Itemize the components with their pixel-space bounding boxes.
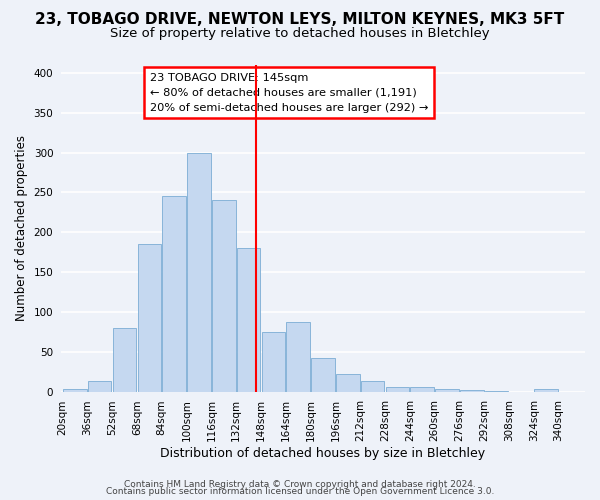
X-axis label: Distribution of detached houses by size in Bletchley: Distribution of detached houses by size … <box>160 447 485 460</box>
Text: Contains HM Land Registry data © Crown copyright and database right 2024.: Contains HM Land Registry data © Crown c… <box>124 480 476 489</box>
Bar <box>435 390 459 392</box>
Y-axis label: Number of detached properties: Number of detached properties <box>15 136 28 322</box>
Bar <box>336 374 359 392</box>
Text: Size of property relative to detached houses in Bletchley: Size of property relative to detached ho… <box>110 28 490 40</box>
Text: 23 TOBAGO DRIVE: 145sqm
← 80% of detached houses are smaller (1,191)
20% of semi: 23 TOBAGO DRIVE: 145sqm ← 80% of detache… <box>150 73 428 113</box>
Bar <box>63 390 86 392</box>
Bar <box>485 391 508 392</box>
Bar <box>311 358 335 392</box>
Text: 23, TOBAGO DRIVE, NEWTON LEYS, MILTON KEYNES, MK3 5FT: 23, TOBAGO DRIVE, NEWTON LEYS, MILTON KE… <box>35 12 565 28</box>
Bar <box>386 387 409 392</box>
Text: Contains public sector information licensed under the Open Government Licence 3.: Contains public sector information licen… <box>106 487 494 496</box>
Bar <box>137 244 161 392</box>
Bar <box>460 390 484 392</box>
Bar <box>262 332 285 392</box>
Bar <box>113 328 136 392</box>
Bar <box>237 248 260 392</box>
Bar <box>410 387 434 392</box>
Bar <box>286 322 310 392</box>
Bar <box>88 380 112 392</box>
Bar <box>187 152 211 392</box>
Bar <box>361 382 385 392</box>
Bar <box>535 390 558 392</box>
Bar <box>212 200 236 392</box>
Bar <box>163 196 186 392</box>
